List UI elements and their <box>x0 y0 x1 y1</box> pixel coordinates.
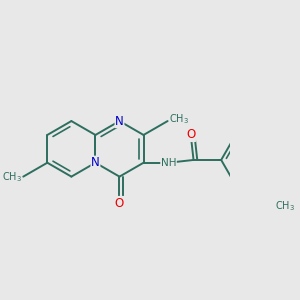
Text: NH: NH <box>161 158 176 168</box>
Text: CH$_3$: CH$_3$ <box>275 199 295 213</box>
Text: O: O <box>115 196 124 209</box>
Text: CH$_3$: CH$_3$ <box>2 170 22 184</box>
Text: CH$_3$: CH$_3$ <box>169 112 189 126</box>
Text: O: O <box>186 128 195 142</box>
Text: N: N <box>91 156 100 169</box>
Text: N: N <box>115 115 124 128</box>
